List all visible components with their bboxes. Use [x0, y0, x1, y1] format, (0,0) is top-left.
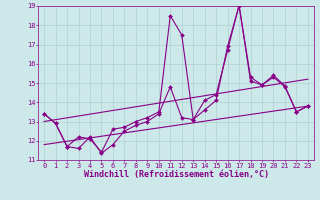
X-axis label: Windchill (Refroidissement éolien,°C): Windchill (Refroidissement éolien,°C): [84, 170, 268, 179]
